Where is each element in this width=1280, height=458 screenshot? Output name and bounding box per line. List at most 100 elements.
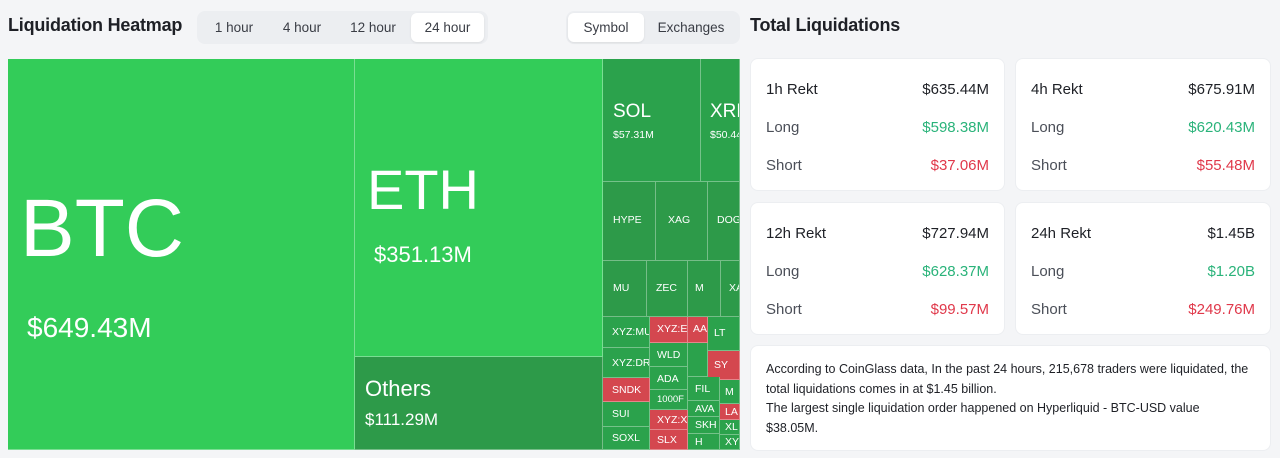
tile-xyz-mu[interactable]: XYZ:MU bbox=[603, 317, 650, 348]
tile-soxl[interactable]: SOXL bbox=[603, 427, 650, 450]
tile-fil[interactable]: FIL bbox=[688, 377, 720, 401]
tile-xa[interactable]: XA bbox=[721, 261, 740, 317]
time-range-selector: 1 hour 4 hour 12 hour 24 hour bbox=[197, 11, 488, 44]
long-value: $628.37M bbox=[922, 263, 989, 280]
tile-symbol: LT bbox=[714, 327, 726, 339]
tile-symbol: H bbox=[695, 436, 703, 448]
tile-symbol: SLX bbox=[657, 434, 677, 446]
card-total: $1.45B bbox=[1207, 225, 1255, 242]
short-label: Short bbox=[766, 301, 802, 318]
tile-doge[interactable]: DOG bbox=[708, 182, 740, 261]
short-value: $249.76M bbox=[1188, 301, 1255, 318]
view-selector: Symbol Exchanges bbox=[566, 11, 740, 44]
tile-symbol: XL bbox=[725, 421, 738, 433]
tile-h[interactable]: H bbox=[688, 434, 720, 450]
tile-symbol: AA bbox=[693, 323, 708, 335]
tile-aa[interactable]: AA bbox=[688, 317, 708, 343]
card-total: $635.44M bbox=[922, 81, 989, 98]
tile-eth[interactable]: ETH $351.13M bbox=[355, 59, 603, 357]
short-label: Short bbox=[1031, 157, 1067, 174]
tile-zec[interactable]: ZEC bbox=[647, 261, 688, 317]
tile-symbol: XA bbox=[729, 282, 739, 294]
tile-m[interactable]: M bbox=[688, 261, 721, 317]
tile-symbol: ETH bbox=[367, 158, 479, 221]
tile-xyz-dr[interactable]: XYZ:DR bbox=[603, 348, 650, 378]
summary-line-1: According to CoinGlass data, In the past… bbox=[766, 362, 1249, 396]
tile-symbol: XYZ:E bbox=[657, 323, 688, 335]
tile-sy[interactable]: SY bbox=[708, 351, 740, 380]
card-4h-rekt: 4h Rekt $675.91M Long $620.43M Short $55… bbox=[1015, 58, 1271, 191]
tile-symbol: SKH bbox=[695, 419, 717, 431]
tile-symbol: WLD bbox=[657, 349, 681, 361]
view-option-exchanges[interactable]: Exchanges bbox=[657, 20, 725, 35]
tile-sol[interactable]: SOL $57.31M bbox=[603, 59, 701, 182]
tile-sui[interactable]: SUI bbox=[603, 402, 650, 427]
tile-symbol: M bbox=[725, 386, 734, 398]
card-title: 12h Rekt bbox=[766, 225, 827, 242]
tile-symbol: M bbox=[695, 282, 704, 294]
tile-symbol: HYPE bbox=[613, 214, 642, 226]
tile-slx[interactable]: SLX bbox=[650, 430, 688, 450]
long-label: Long bbox=[766, 119, 800, 136]
tile-symbol: Others bbox=[365, 376, 432, 401]
tile-xy[interactable]: XY bbox=[720, 435, 740, 450]
tile-symbol: ADA bbox=[657, 373, 679, 385]
tile-xl[interactable]: XL bbox=[720, 420, 740, 435]
liquidation-treemap: BTC $649.43M ETH $351.13M Others $111.29… bbox=[8, 59, 740, 450]
time-option-12h[interactable]: 12 hour bbox=[350, 20, 396, 35]
tile-value: $57.31M bbox=[613, 129, 654, 141]
short-value: $99.57M bbox=[930, 301, 989, 318]
tile-xyz-x[interactable]: XYZ:X bbox=[650, 410, 688, 430]
time-option-4h[interactable]: 4 hour bbox=[282, 20, 322, 35]
tile-value: $111.29M bbox=[365, 410, 439, 429]
tile-xrp[interactable]: XRP $50.44 bbox=[701, 59, 740, 182]
time-option-1h[interactable]: 1 hour bbox=[214, 20, 254, 35]
card-title: 24h Rekt bbox=[1031, 225, 1092, 242]
tile-hype[interactable]: HYPE bbox=[603, 182, 656, 261]
tile-lt[interactable]: LT bbox=[708, 317, 740, 351]
heatmap-title: Liquidation Heatmap bbox=[8, 15, 183, 35]
short-value: $37.06M bbox=[930, 157, 989, 174]
tile-ava[interactable]: AVA bbox=[688, 401, 720, 417]
card-12h-rekt: 12h Rekt $727.94M Long $628.37M Short $9… bbox=[750, 202, 1005, 335]
tile-symbol: SY bbox=[714, 359, 729, 371]
tile-wld[interactable]: WLD bbox=[650, 343, 688, 367]
long-value: $1.20B bbox=[1207, 263, 1255, 280]
long-value: $598.38M bbox=[922, 119, 989, 136]
tile-value: $50.44 bbox=[710, 129, 740, 141]
tile-btc[interactable]: BTC $649.43M bbox=[8, 59, 355, 450]
tile-blank-a[interactable] bbox=[688, 343, 708, 377]
long-label: Long bbox=[1031, 119, 1065, 136]
tile-m2[interactable]: M bbox=[720, 380, 740, 404]
tile-symbol: AVA bbox=[695, 403, 715, 415]
tile-symbol: 1000F bbox=[657, 394, 684, 405]
tile-symbol: XAG bbox=[668, 214, 691, 226]
card-1h-rekt: 1h Rekt $635.44M Long $598.38M Short $37… bbox=[750, 58, 1005, 191]
card-title: 1h Rekt bbox=[766, 81, 818, 98]
long-value: $620.43M bbox=[1188, 119, 1255, 136]
card-total: $675.91M bbox=[1188, 81, 1255, 98]
tile-mu[interactable]: MU bbox=[603, 261, 647, 317]
tile-1000f[interactable]: 1000F bbox=[650, 390, 688, 410]
tile-symbol: XY bbox=[725, 436, 740, 448]
tile-sndk[interactable]: SNDK bbox=[603, 378, 650, 402]
tile-xag[interactable]: XAG bbox=[656, 182, 708, 261]
tile-value: $649.43M bbox=[27, 312, 152, 343]
long-label: Long bbox=[1031, 263, 1065, 280]
view-option-symbol[interactable]: Symbol bbox=[568, 13, 644, 42]
tile-symbol: XRP bbox=[710, 101, 739, 122]
total-liquidations-title: Total Liquidations bbox=[750, 15, 901, 35]
tile-value: $351.13M bbox=[374, 242, 472, 267]
liquidation-summary: According to CoinGlass data, In the past… bbox=[750, 345, 1271, 451]
card-24h-rekt: 24h Rekt $1.45B Long $1.20B Short $249.7… bbox=[1015, 202, 1271, 335]
tile-symbol: XYZ:DR bbox=[612, 357, 650, 369]
tile-xyz-e[interactable]: XYZ:E bbox=[650, 317, 688, 343]
tile-symbol: LA bbox=[725, 406, 738, 418]
tile-others[interactable]: Others $111.29M bbox=[355, 357, 603, 450]
tile-ada[interactable]: ADA bbox=[650, 367, 688, 390]
summary-line-2: The largest single liquidation order hap… bbox=[766, 401, 1200, 435]
tile-la[interactable]: LA bbox=[720, 404, 740, 420]
tile-symbol: MU bbox=[613, 282, 630, 294]
tile-skh[interactable]: SKH bbox=[688, 417, 720, 434]
time-option-24h[interactable]: 24 hour bbox=[411, 13, 484, 42]
